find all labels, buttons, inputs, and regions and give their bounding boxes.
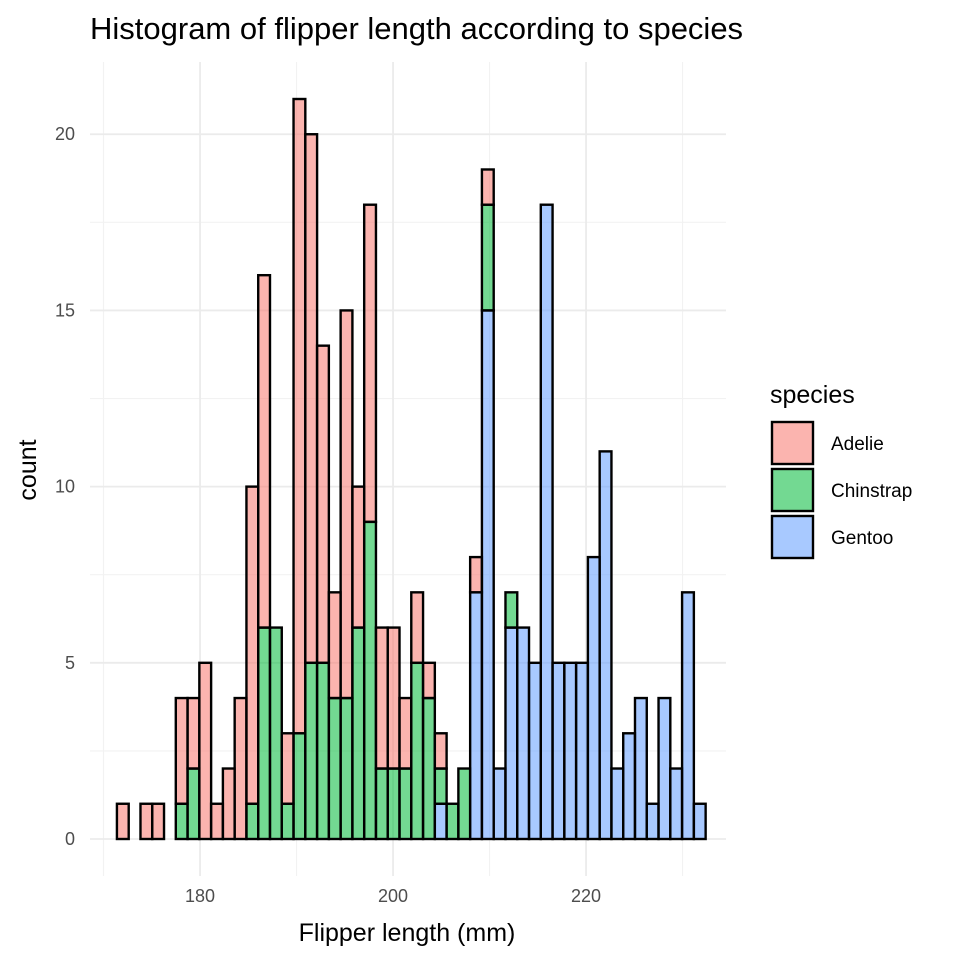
bar-chinstrap	[304, 661, 319, 841]
y-tick-label: 0	[65, 829, 75, 849]
bar-gentoo	[657, 696, 672, 841]
bar-adelie	[339, 309, 354, 700]
bar-chinstrap	[339, 696, 354, 841]
bar-adelie	[139, 802, 154, 841]
legend-key-gentoo	[770, 514, 815, 560]
y-tick-label: 10	[55, 477, 75, 497]
bar-gentoo	[610, 767, 625, 841]
bar-adelie	[410, 591, 425, 665]
bar-gentoo	[622, 732, 637, 841]
bar-chinstrap	[421, 696, 437, 841]
x-tick-label: 220	[571, 886, 601, 906]
bar-chinstrap	[351, 626, 366, 841]
bar-adelie	[115, 802, 130, 841]
bar-adelie	[421, 661, 437, 700]
bar-adelie	[398, 696, 413, 770]
legend-label-chinstrap: Chinstrap	[831, 481, 912, 502]
bar-adelie	[186, 696, 201, 770]
x-tick-label: 200	[378, 886, 408, 906]
bar-gentoo	[539, 203, 554, 841]
bar-chinstrap	[457, 767, 472, 841]
bar-adelie	[362, 203, 378, 524]
bar-chinstrap	[292, 732, 307, 841]
bar-gentoo	[433, 802, 448, 841]
legend-label-adelie: Adelie	[831, 434, 884, 455]
bar-chinstrap	[374, 767, 389, 841]
y-axis-title: count	[14, 439, 42, 500]
bar-adelie	[257, 273, 272, 629]
bar-chinstrap	[480, 203, 495, 312]
x-axis-title: Flipper length (mm)	[299, 919, 516, 947]
bar-adelie	[480, 168, 495, 206]
bar-chinstrap	[504, 591, 519, 629]
y-tick-label: 20	[55, 124, 75, 144]
x-tick-label: 180	[185, 886, 215, 906]
bar-gentoo	[563, 661, 578, 841]
bar-gentoo	[480, 309, 495, 841]
bar-adelie	[198, 661, 213, 841]
bar-adelie	[374, 626, 389, 770]
bar-adelie	[327, 591, 342, 700]
bar-gentoo	[680, 591, 696, 841]
bar-chinstrap	[410, 661, 425, 841]
bar-chinstrap	[362, 520, 378, 841]
bar-chinstrap	[280, 802, 295, 841]
bar-adelie	[245, 485, 260, 805]
y-tick-label: 15	[55, 300, 75, 320]
bar-chinstrap	[386, 767, 401, 841]
bar-chinstrap	[268, 626, 283, 841]
bar-gentoo	[527, 661, 542, 841]
bar-adelie	[386, 626, 401, 770]
bar-adelie	[433, 732, 448, 770]
bar-chinstrap	[174, 802, 189, 841]
bar-gentoo	[504, 626, 519, 841]
bar-gentoo	[574, 661, 590, 841]
bar-chinstrap	[445, 802, 460, 841]
bar-adelie	[209, 802, 225, 841]
bar-adelie	[280, 732, 295, 805]
legend-label-gentoo: Gentoo	[831, 528, 893, 549]
bar-gentoo	[516, 626, 531, 841]
bar-chinstrap	[186, 767, 201, 841]
bar-gentoo	[551, 661, 566, 841]
legend-title: species	[770, 381, 855, 409]
bar-chinstrap	[257, 626, 272, 841]
bar-gentoo	[468, 591, 484, 841]
bar-gentoo	[692, 802, 707, 841]
legend-key-chinstrap	[770, 467, 815, 513]
y-tick-label: 5	[65, 653, 75, 673]
bar-chinstrap	[327, 696, 342, 841]
bar-gentoo	[586, 555, 601, 841]
bar-chinstrap	[315, 661, 331, 841]
legend: species Adelie Chinstrap Gentoo	[770, 381, 912, 560]
bar-gentoo	[598, 450, 613, 841]
y-axis-ticks: 0 5 10 15 20	[55, 124, 75, 849]
bar-chinstrap	[433, 767, 448, 805]
bar-gentoo	[645, 802, 660, 841]
bar-adelie	[221, 767, 236, 841]
chart-title: Histogram of flipper length according to…	[90, 11, 743, 46]
bar-adelie	[233, 696, 248, 841]
x-axis-ticks: 180 200 220	[185, 886, 601, 906]
bar-adelie	[315, 344, 331, 665]
bar-adelie	[468, 555, 484, 594]
bar-adelie	[351, 485, 366, 629]
bar-adelie	[304, 133, 319, 665]
bar-chinstrap	[245, 802, 260, 841]
legend-key-adelie	[770, 420, 815, 466]
bar-adelie	[292, 97, 307, 735]
bars	[115, 97, 707, 841]
bar-gentoo	[669, 767, 684, 841]
bar-gentoo	[633, 696, 648, 841]
bar-adelie	[151, 802, 166, 841]
bar-gentoo	[492, 767, 507, 841]
bar-chinstrap	[398, 767, 413, 841]
bar-adelie	[174, 696, 189, 805]
